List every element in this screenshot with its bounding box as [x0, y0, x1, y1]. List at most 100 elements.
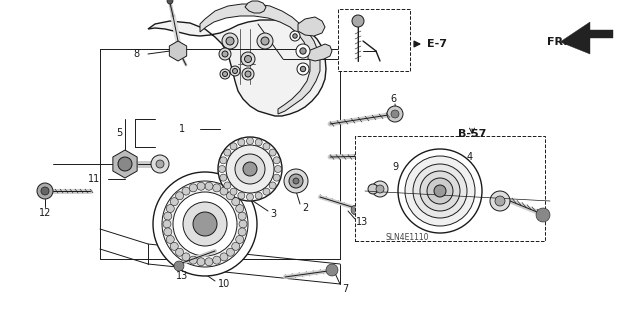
Text: 11: 11 [88, 174, 100, 184]
Text: 6: 6 [390, 94, 396, 104]
Polygon shape [170, 41, 187, 61]
Circle shape [242, 68, 254, 80]
Circle shape [167, 0, 173, 4]
Circle shape [238, 139, 245, 146]
Polygon shape [113, 150, 137, 178]
Circle shape [300, 48, 306, 54]
Circle shape [422, 144, 448, 170]
Circle shape [326, 264, 338, 276]
Circle shape [263, 188, 270, 195]
Circle shape [170, 242, 179, 250]
Circle shape [166, 235, 174, 243]
Circle shape [230, 66, 240, 76]
Circle shape [243, 162, 257, 176]
Circle shape [420, 171, 460, 211]
Text: 10: 10 [218, 279, 230, 289]
Circle shape [245, 71, 251, 77]
Circle shape [413, 164, 467, 218]
Circle shape [387, 106, 403, 122]
Circle shape [182, 253, 190, 261]
Circle shape [227, 248, 234, 256]
Text: 13: 13 [176, 271, 188, 281]
Circle shape [293, 178, 299, 184]
Circle shape [368, 184, 378, 194]
Circle shape [212, 184, 221, 192]
FancyBboxPatch shape [355, 136, 545, 241]
Circle shape [170, 198, 179, 206]
Circle shape [238, 192, 245, 199]
Circle shape [220, 157, 227, 164]
Text: 9: 9 [392, 162, 398, 172]
Circle shape [197, 258, 205, 266]
Circle shape [236, 235, 244, 243]
Circle shape [183, 202, 227, 246]
Circle shape [220, 187, 228, 195]
Circle shape [218, 137, 282, 201]
Circle shape [232, 242, 240, 250]
Circle shape [162, 181, 248, 267]
Circle shape [232, 69, 237, 73]
Circle shape [224, 149, 231, 156]
Circle shape [189, 184, 197, 192]
Text: FR.: FR. [547, 37, 568, 47]
Circle shape [175, 248, 184, 256]
Circle shape [495, 196, 505, 206]
Circle shape [273, 174, 280, 181]
Circle shape [164, 212, 172, 220]
Circle shape [218, 166, 225, 173]
Text: 3: 3 [270, 209, 276, 219]
Circle shape [391, 110, 399, 118]
Circle shape [352, 15, 364, 27]
Circle shape [263, 143, 270, 150]
Circle shape [197, 182, 205, 190]
Circle shape [156, 160, 164, 168]
Circle shape [284, 169, 308, 193]
Text: 12: 12 [39, 208, 51, 218]
Circle shape [239, 220, 247, 228]
Circle shape [37, 183, 53, 199]
Circle shape [376, 185, 384, 193]
Circle shape [182, 187, 190, 195]
Circle shape [255, 139, 262, 146]
Circle shape [205, 258, 213, 266]
Circle shape [257, 33, 273, 49]
Circle shape [296, 44, 310, 58]
Circle shape [427, 178, 453, 204]
Polygon shape [200, 4, 320, 114]
Circle shape [220, 69, 230, 79]
Circle shape [118, 157, 132, 171]
Polygon shape [148, 20, 326, 116]
Circle shape [189, 256, 197, 264]
Circle shape [220, 174, 227, 181]
Circle shape [536, 208, 550, 222]
Text: 1: 1 [179, 124, 185, 134]
Circle shape [269, 182, 276, 189]
Circle shape [219, 48, 231, 60]
Circle shape [41, 187, 49, 195]
Circle shape [244, 56, 252, 63]
Circle shape [238, 228, 246, 236]
Circle shape [223, 71, 227, 77]
Circle shape [230, 188, 237, 195]
Circle shape [372, 181, 388, 197]
Circle shape [398, 149, 482, 233]
Polygon shape [560, 22, 613, 54]
Circle shape [269, 149, 276, 156]
Circle shape [164, 228, 172, 236]
Circle shape [230, 143, 237, 150]
Text: 2: 2 [302, 203, 308, 213]
Circle shape [173, 192, 237, 256]
Circle shape [273, 157, 280, 164]
Circle shape [205, 182, 213, 190]
Circle shape [434, 185, 446, 197]
Circle shape [246, 137, 253, 145]
Text: B-57: B-57 [458, 129, 486, 139]
Circle shape [222, 33, 238, 49]
Text: 8: 8 [134, 49, 140, 59]
Circle shape [238, 212, 246, 220]
Circle shape [290, 31, 300, 41]
FancyBboxPatch shape [338, 9, 410, 71]
Circle shape [166, 204, 174, 212]
Circle shape [289, 174, 303, 188]
Circle shape [226, 37, 234, 45]
